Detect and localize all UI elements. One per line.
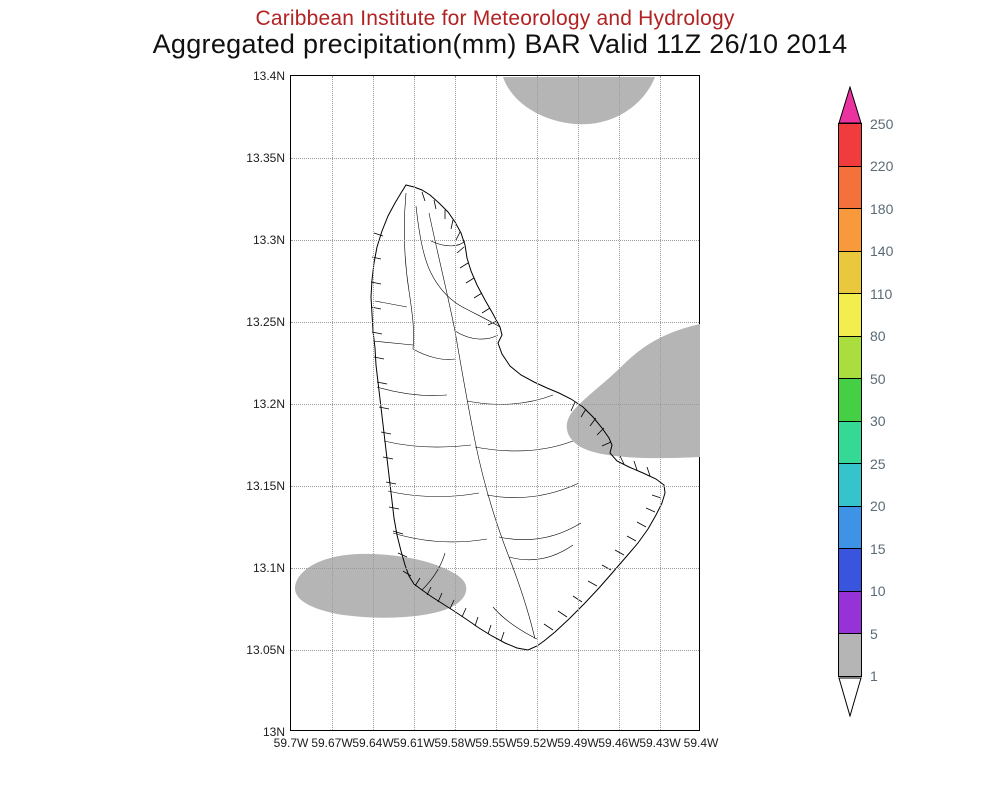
colorbar-segment	[839, 420, 861, 464]
colorbar-segment	[839, 633, 861, 676]
colorbar-segment	[839, 505, 861, 549]
lon-tick-label: 59.4W	[683, 736, 719, 750]
colorbar-level-label: 250	[870, 116, 894, 132]
gridline-horizontal	[291, 321, 699, 323]
gridline-horizontal	[291, 157, 699, 159]
lat-tick-label: 13.35N	[246, 151, 285, 165]
colorbar-segment	[839, 378, 861, 421]
gridline-vertical	[495, 76, 497, 730]
colorbar-above-max-triangle	[838, 86, 862, 124]
colorbar-segment	[839, 590, 861, 634]
lat-tick-label: 13.05N	[246, 643, 285, 657]
lon-tick-label: 59.67W	[311, 736, 353, 750]
lon-tick-label: 59.7W	[273, 736, 309, 750]
colorbar-segment	[839, 124, 861, 166]
lon-tick-label: 59.43W	[639, 736, 681, 750]
colorbar-segment	[839, 463, 861, 506]
colorbar-level-label: 80	[870, 328, 886, 344]
lat-tick-label: 13N	[262, 725, 285, 739]
colorbar-segments	[838, 123, 862, 677]
coastal-gully-marks	[370, 191, 662, 642]
colorbar-segment	[839, 208, 861, 251]
colorbar-segment	[839, 335, 861, 379]
lat-tick-label: 13.2N	[252, 397, 285, 411]
gridline-vertical	[659, 76, 661, 730]
colorbar-below-min-triangle	[838, 677, 862, 717]
lon-tick-label: 59.55W	[475, 736, 517, 750]
colorbar-above-max-arrow	[838, 86, 862, 124]
institution-title: Caribbean Institute for Meteorology and …	[255, 7, 735, 30]
lat-tick-label: 13.4N	[252, 69, 285, 83]
colorbar-level-label: 20	[870, 498, 886, 514]
gridline-vertical	[454, 76, 456, 730]
chart-title: Aggregated precipitation(mm) BAR Valid 1…	[152, 29, 848, 59]
colorbar-segment	[839, 293, 861, 336]
lon-tick-label: 59.49W	[557, 736, 599, 750]
colorbar-level-label: 5	[870, 626, 878, 642]
colorbar-level-label: 180	[870, 201, 894, 217]
lon-tick-label: 59.64W	[352, 736, 394, 750]
gridline-horizontal	[291, 649, 699, 651]
watershed-boundaries	[372, 192, 582, 640]
colorbar-level-label: 10	[870, 583, 886, 599]
lon-tick-label: 59.46W	[598, 736, 640, 750]
precip-shading-east	[566, 324, 700, 459]
precip-shading-southwest	[294, 553, 467, 618]
colorbar: 250 220 180 140 110 80 50 30 25 20 15 10 5 1	[838, 86, 918, 718]
colorbar-level-label: 110	[870, 286, 893, 302]
colorbar-level-label: 1	[870, 668, 878, 684]
lat-tick-label: 13.25N	[246, 315, 285, 329]
map-plot-area: 59.7W 59.67W 59.64W 59.61W 59.58W 59.55W 59.52…	[246, 69, 718, 750]
gridline-vertical	[536, 76, 538, 730]
gridline-vertical	[372, 76, 374, 730]
colorbar-labels: 250 220 180 140 110 80 50 30 25 20 15 10 5 1	[870, 116, 914, 684]
colorbar-below-min-arrow	[838, 677, 862, 717]
colorbar-segment	[839, 250, 861, 294]
barbados-map	[294, 77, 700, 651]
gridline-horizontal	[291, 567, 699, 569]
colorbar-level-label: 220	[870, 158, 894, 174]
lat-tick-label: 13.3N	[252, 233, 285, 247]
gridline-horizontal	[291, 485, 699, 487]
gridline-horizontal	[291, 239, 699, 241]
colorbar-level-label: 30	[870, 413, 886, 429]
gridline-horizontal	[291, 403, 699, 405]
colorbar-level-label: 50	[870, 371, 886, 387]
lon-tick-label: 59.61W	[393, 736, 435, 750]
colorbar-segment	[839, 165, 861, 209]
lat-tick-label: 13.15N	[246, 479, 285, 493]
gridline-vertical	[413, 76, 415, 730]
lat-tick-label: 13.1N	[252, 561, 285, 575]
precip-shading-north	[503, 77, 655, 125]
lon-tick-label: 59.52W	[516, 736, 558, 750]
gridline-vertical	[331, 76, 333, 730]
lon-tick-label: 59.58W	[434, 736, 476, 750]
colorbar-level-label: 140	[870, 243, 894, 259]
gridline-vertical	[618, 76, 620, 730]
gridline-vertical	[577, 76, 579, 730]
colorbar-level-label: 25	[870, 456, 886, 472]
colorbar-segment	[839, 548, 861, 591]
colorbar-level-label: 15	[870, 541, 886, 557]
